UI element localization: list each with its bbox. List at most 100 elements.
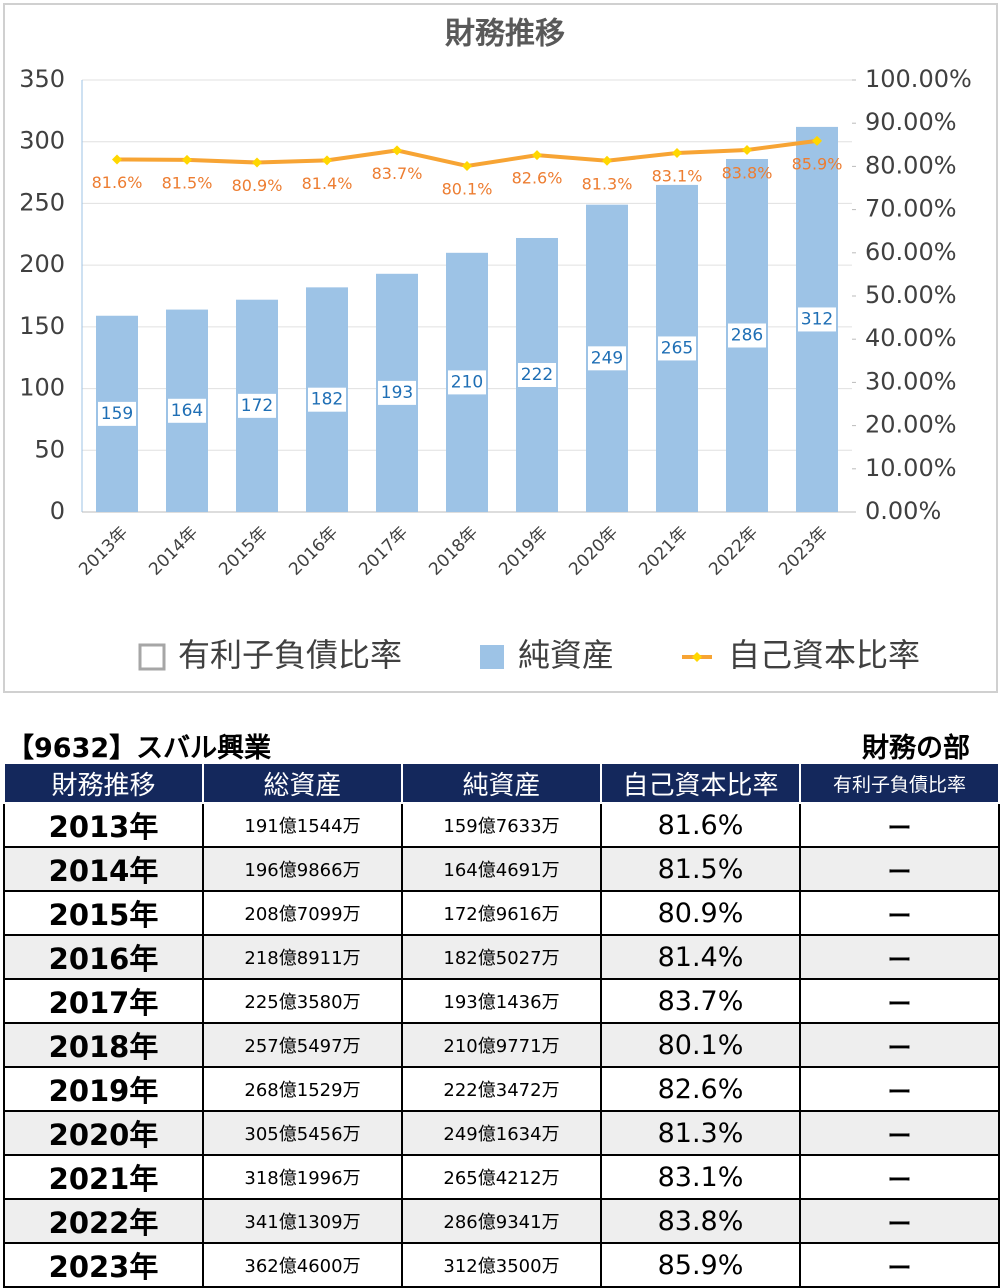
cell: 2015年 <box>3 890 204 936</box>
x-tick-label: 2021年 <box>635 523 692 580</box>
y2-tick-label: 40.00% <box>865 324 957 352</box>
cell: 362億4600万 <box>202 1242 403 1288</box>
cell: 312億3500万 <box>401 1242 602 1288</box>
y-tick-label: 150 <box>19 312 65 340</box>
cell: 83.1% <box>600 1154 801 1200</box>
y2-tick-label: 0.00% <box>865 497 941 525</box>
y2-tick-label: 90.00% <box>865 108 957 136</box>
y-tick-label: 350 <box>19 65 65 93</box>
column-header: 財務推移 <box>3 762 204 804</box>
cell: ー <box>799 1110 1000 1156</box>
cell: 305億5456万 <box>202 1110 403 1156</box>
bar-label: 249 <box>591 348 623 368</box>
bar-label: 286 <box>731 325 763 345</box>
y2-tick-label: 10.00% <box>865 454 957 482</box>
bar-label-bg <box>378 380 416 405</box>
cell: 2016年 <box>3 934 204 980</box>
cell: 265億4212万 <box>401 1154 602 1200</box>
bar-label-bg <box>238 393 276 418</box>
legend-marker <box>692 652 702 662</box>
y2-tick-label: 100.00% <box>865 65 972 93</box>
finance-table: 財務推移 総資産 純資産 自己資本比率 有利子負債比率 2013年 191億1544万 159… <box>3 762 1000 1288</box>
cell: ー <box>799 1154 1000 1200</box>
bar-label-bg <box>98 401 136 426</box>
marker <box>182 154 192 165</box>
x-tick-label: 2020年 <box>565 523 622 580</box>
table-heading: 【9632】スバル興業 財務の部 <box>3 726 1000 764</box>
cell: 210億9771万 <box>401 1022 602 1068</box>
y2-tick-label: 70.00% <box>865 195 957 223</box>
bar-label-bg <box>518 362 556 387</box>
x-tick-label: 2019年 <box>495 523 552 580</box>
bar-label: 193 <box>381 383 413 403</box>
cell: 80.1% <box>600 1022 801 1068</box>
x-tick-label: 2015年 <box>215 523 272 580</box>
cell: ー <box>799 1198 1000 1244</box>
table-row: 2020年 305億5456万 249億1634万 81.3% ー <box>3 1110 1000 1156</box>
line-label: 82.6% <box>512 169 563 188</box>
cell: ー <box>799 802 1000 848</box>
cell: 196億9866万 <box>202 846 403 892</box>
cell: 82.6% <box>600 1066 801 1112</box>
line-label: 83.8% <box>722 163 773 182</box>
bar-label: 159 <box>101 404 133 424</box>
marker <box>532 150 542 161</box>
y-tick-label: 250 <box>19 188 65 216</box>
cell: 268億1529万 <box>202 1066 403 1112</box>
marker <box>252 157 262 168</box>
cell: ー <box>799 978 1000 1024</box>
marker <box>392 145 402 156</box>
x-tick-label: 2022年 <box>705 523 762 580</box>
bar-label: 182 <box>311 390 343 410</box>
cell: 81.3% <box>600 1110 801 1156</box>
cell: 2017年 <box>3 978 204 1024</box>
bar-label-bg <box>168 398 206 423</box>
cell: 2022年 <box>3 1198 204 1244</box>
cell: 83.8% <box>600 1198 801 1244</box>
bar-label: 312 <box>801 309 833 329</box>
x-tick-label: 2013年 <box>75 523 132 580</box>
column-header: 純資産 <box>401 762 602 804</box>
bar-label-bg <box>658 336 696 361</box>
table-row: 2019年 268億1529万 222億3472万 82.6% ー <box>3 1066 1000 1112</box>
cell: ー <box>799 934 1000 980</box>
line-label: 80.9% <box>232 176 283 195</box>
y-tick-label: 50 <box>34 435 65 463</box>
cell: 2021年 <box>3 1154 204 1200</box>
cell: 172億9616万 <box>401 890 602 936</box>
cell: 208億7099万 <box>202 890 403 936</box>
cell: 2019年 <box>3 1066 204 1112</box>
x-tick-label: 2018年 <box>425 523 482 580</box>
bar-label: 172 <box>241 396 273 416</box>
chart-frame: 財務推移 0 50 100 150 200 250 300 350 0.00% 10.00% 20.… <box>3 3 998 693</box>
cell: 218億8911万 <box>202 934 403 980</box>
cell: 341億1309万 <box>202 1198 403 1244</box>
marker <box>672 148 682 159</box>
bar-label: 265 <box>661 338 693 358</box>
cell: ー <box>799 890 1000 936</box>
bar-label-bg <box>588 346 626 371</box>
cell: 80.9% <box>600 890 801 936</box>
line-label: 83.7% <box>372 164 423 183</box>
company: 【9632】スバル興業 <box>7 733 272 764</box>
y-tick-label: 0 <box>50 497 65 525</box>
legend-swatch <box>480 645 504 669</box>
cell: 2020年 <box>3 1110 204 1156</box>
cell: 286億9341万 <box>401 1198 602 1244</box>
marker <box>742 144 752 155</box>
chart-title: 財務推移 <box>445 17 565 52</box>
table-row: 2022年 341億1309万 286億9341万 83.8% ー <box>3 1198 1000 1244</box>
cell: 318億1996万 <box>202 1154 403 1200</box>
x-tick-label: 2014年 <box>145 523 202 580</box>
cell: 159億7633万 <box>401 802 602 848</box>
y-tick-label: 200 <box>19 250 65 278</box>
cell: 191億1544万 <box>202 802 403 848</box>
legend-swatch <box>138 643 166 671</box>
line-label: 81.5% <box>162 173 213 192</box>
bar-label-bg <box>448 370 486 395</box>
marker <box>112 154 122 165</box>
cell: ー <box>799 1242 1000 1288</box>
y2-tick-label: 20.00% <box>865 411 957 439</box>
marker <box>812 135 822 146</box>
marker <box>462 160 472 171</box>
